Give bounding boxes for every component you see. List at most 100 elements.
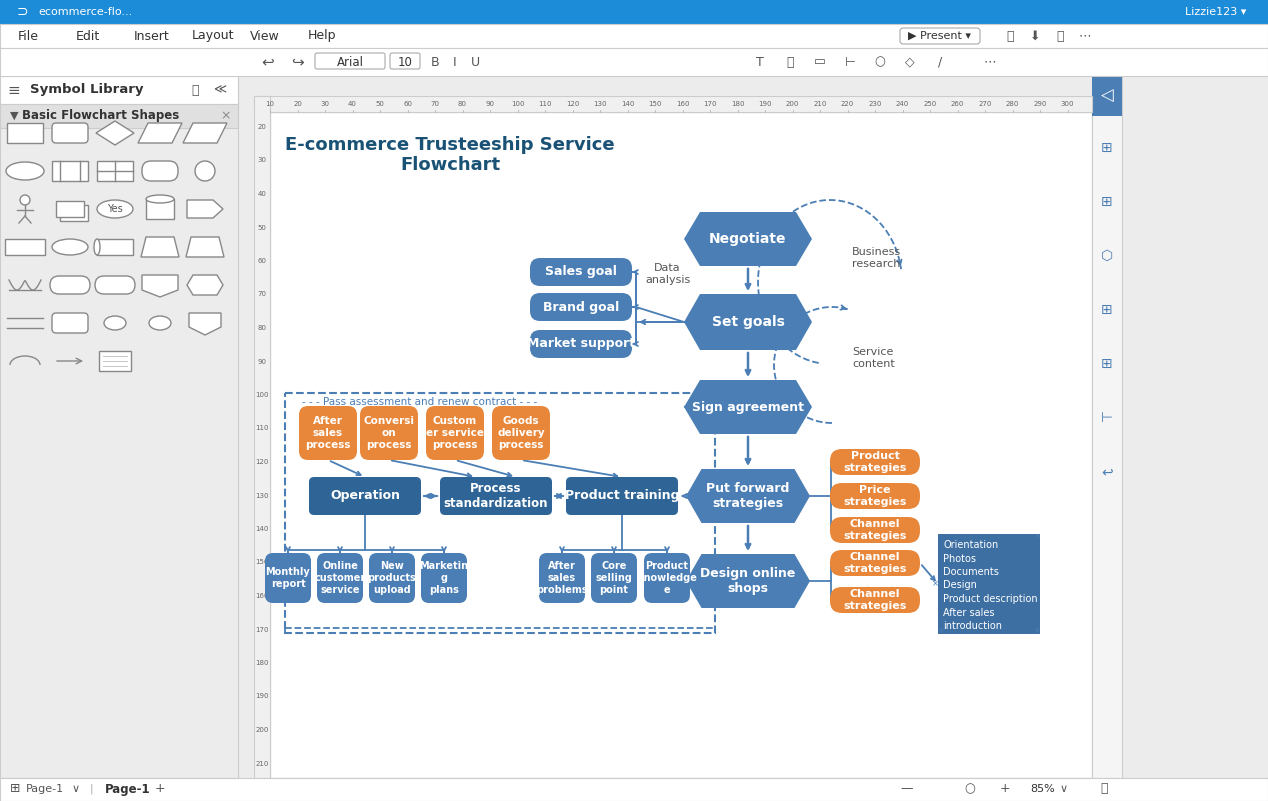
Text: ⬡: ⬡ [1101,249,1113,263]
Text: Design: Design [943,581,976,590]
Text: Online
customer
service: Online customer service [314,562,365,594]
Text: 190: 190 [255,694,269,699]
Text: 290: 290 [1033,101,1046,107]
Text: 60: 60 [257,258,266,264]
Text: ⊞: ⊞ [1101,195,1113,209]
FancyBboxPatch shape [49,276,90,294]
Text: Photos: Photos [943,553,976,563]
Text: Business
research: Business research [852,248,902,269]
Ellipse shape [104,316,126,330]
Text: Product description: Product description [943,594,1037,604]
FancyBboxPatch shape [8,123,43,143]
Text: - - - Pass assessment and renew contract - - -: - - - Pass assessment and renew contract… [302,397,538,407]
Text: +: + [155,783,166,795]
Text: Core
selling
point: Core selling point [596,562,633,594]
FancyBboxPatch shape [831,483,921,509]
Text: 80: 80 [257,325,266,331]
FancyBboxPatch shape [831,449,921,475]
Polygon shape [138,123,183,143]
Text: Arial: Arial [336,55,364,69]
Text: ecommerce-flo...: ecommerce-flo... [38,7,132,17]
Text: Service
content: Service content [852,347,895,368]
Text: ×: × [221,110,231,123]
Polygon shape [683,380,812,434]
Text: Custom
er service
process: Custom er service process [426,417,484,449]
Text: Channel
strategies: Channel strategies [843,552,907,574]
Text: ⊞: ⊞ [1101,141,1113,155]
Polygon shape [686,469,810,523]
Text: ≪: ≪ [213,83,227,96]
Text: 40: 40 [257,191,266,197]
Text: 240: 240 [896,101,909,107]
Ellipse shape [96,200,133,218]
Text: Orientation: Orientation [943,540,998,550]
FancyBboxPatch shape [254,96,270,778]
Text: 200: 200 [255,727,269,733]
Ellipse shape [6,162,44,180]
Text: Design online
shops: Design online shops [700,567,796,595]
Text: ⌷: ⌷ [786,55,794,69]
Text: +: + [1000,783,1011,795]
Text: Insert: Insert [134,30,170,42]
FancyBboxPatch shape [314,53,385,69]
Text: 20: 20 [257,124,266,130]
Text: ▼: ▼ [10,111,19,121]
Text: Negotiate: Negotiate [709,232,786,246]
Text: Symbol Library: Symbol Library [30,83,143,96]
Text: 20: 20 [293,101,302,107]
Text: ⋯: ⋯ [984,55,997,69]
Text: 170: 170 [704,101,716,107]
FancyBboxPatch shape [426,406,484,460]
Text: 70: 70 [257,292,266,297]
Text: ×: × [932,579,938,589]
FancyBboxPatch shape [96,239,133,255]
FancyBboxPatch shape [644,553,690,603]
Polygon shape [141,237,179,257]
Text: Operation: Operation [330,489,399,502]
Text: Monthly
report: Monthly report [265,567,311,589]
FancyBboxPatch shape [0,76,238,104]
Text: Sales goal: Sales goal [545,265,618,279]
Ellipse shape [195,161,216,181]
Text: After
sales
problems: After sales problems [536,562,588,594]
Text: 110: 110 [255,425,269,432]
Polygon shape [686,554,810,608]
FancyBboxPatch shape [440,477,552,515]
Text: —: — [900,783,913,795]
FancyBboxPatch shape [99,351,131,371]
FancyBboxPatch shape [530,293,631,321]
Polygon shape [183,123,227,143]
FancyBboxPatch shape [60,205,87,221]
Text: Product
strategies: Product strategies [843,451,907,473]
Text: Process
standardization: Process standardization [444,482,548,510]
Text: ⊢: ⊢ [844,55,856,69]
Text: 130: 130 [593,101,607,107]
Text: ⬛: ⬛ [1007,30,1013,42]
Text: 210: 210 [813,101,827,107]
FancyBboxPatch shape [142,161,178,181]
Text: 210: 210 [255,760,269,767]
Text: 150: 150 [648,101,662,107]
FancyBboxPatch shape [831,517,921,543]
Text: 100: 100 [511,101,524,107]
FancyBboxPatch shape [317,553,363,603]
Text: ◇: ◇ [905,55,914,69]
FancyBboxPatch shape [52,161,87,181]
Text: Product
Knowledge
e: Product Knowledge e [637,562,697,594]
Text: 120: 120 [566,101,579,107]
Text: ×: × [1033,533,1041,541]
Text: 130: 130 [255,493,269,498]
Text: After
sales
process: After sales process [306,417,351,449]
Text: Goods
delivery
process: Goods delivery process [497,417,545,449]
Text: 90: 90 [257,359,266,364]
Text: ⊞: ⊞ [1101,303,1113,317]
Text: 90: 90 [486,101,495,107]
FancyBboxPatch shape [265,553,311,603]
FancyBboxPatch shape [421,553,467,603]
FancyBboxPatch shape [0,778,1268,801]
FancyBboxPatch shape [5,239,44,255]
FancyBboxPatch shape [0,24,1268,48]
Text: introduction: introduction [943,621,1002,631]
Text: ↩: ↩ [261,54,274,70]
FancyBboxPatch shape [146,199,174,219]
